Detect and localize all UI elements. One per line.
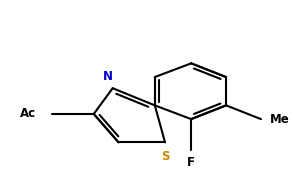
Text: N: N (103, 70, 113, 83)
Text: S: S (161, 149, 169, 162)
Text: F: F (187, 156, 195, 169)
Text: Ac: Ac (20, 107, 36, 120)
Text: Me: Me (270, 113, 290, 126)
